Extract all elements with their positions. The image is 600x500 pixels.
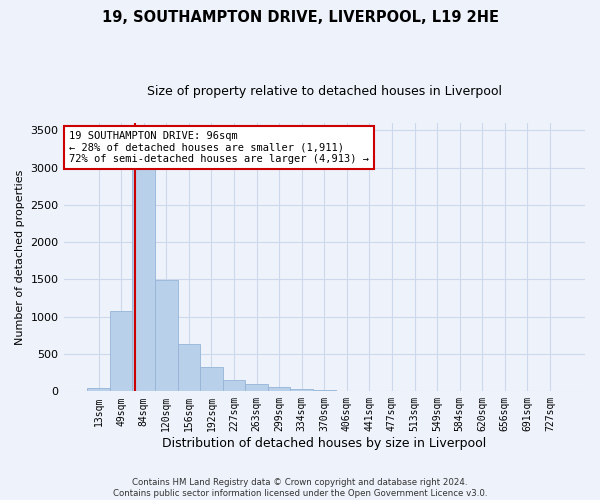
Text: Contains HM Land Registry data © Crown copyright and database right 2024.
Contai: Contains HM Land Registry data © Crown c…: [113, 478, 487, 498]
Text: 19, SOUTHAMPTON DRIVE, LIVERPOOL, L19 2HE: 19, SOUTHAMPTON DRIVE, LIVERPOOL, L19 2H…: [101, 10, 499, 25]
Bar: [223, 380, 245, 392]
Title: Size of property relative to detached houses in Liverpool: Size of property relative to detached ho…: [147, 85, 502, 98]
Bar: [155, 280, 178, 392]
Bar: [110, 311, 133, 392]
Bar: [313, 390, 335, 392]
Y-axis label: Number of detached properties: Number of detached properties: [15, 170, 25, 344]
Bar: [200, 366, 223, 392]
Bar: [335, 390, 358, 392]
Text: 19 SOUTHAMPTON DRIVE: 96sqm
← 28% of detached houses are smaller (1,911)
72% of : 19 SOUTHAMPTON DRIVE: 96sqm ← 28% of det…: [69, 131, 369, 164]
Bar: [178, 344, 200, 392]
Bar: [290, 388, 313, 392]
Bar: [245, 384, 268, 392]
Bar: [87, 388, 110, 392]
Bar: [133, 136, 155, 392]
Bar: [268, 387, 290, 392]
X-axis label: Distribution of detached houses by size in Liverpool: Distribution of detached houses by size …: [162, 437, 487, 450]
